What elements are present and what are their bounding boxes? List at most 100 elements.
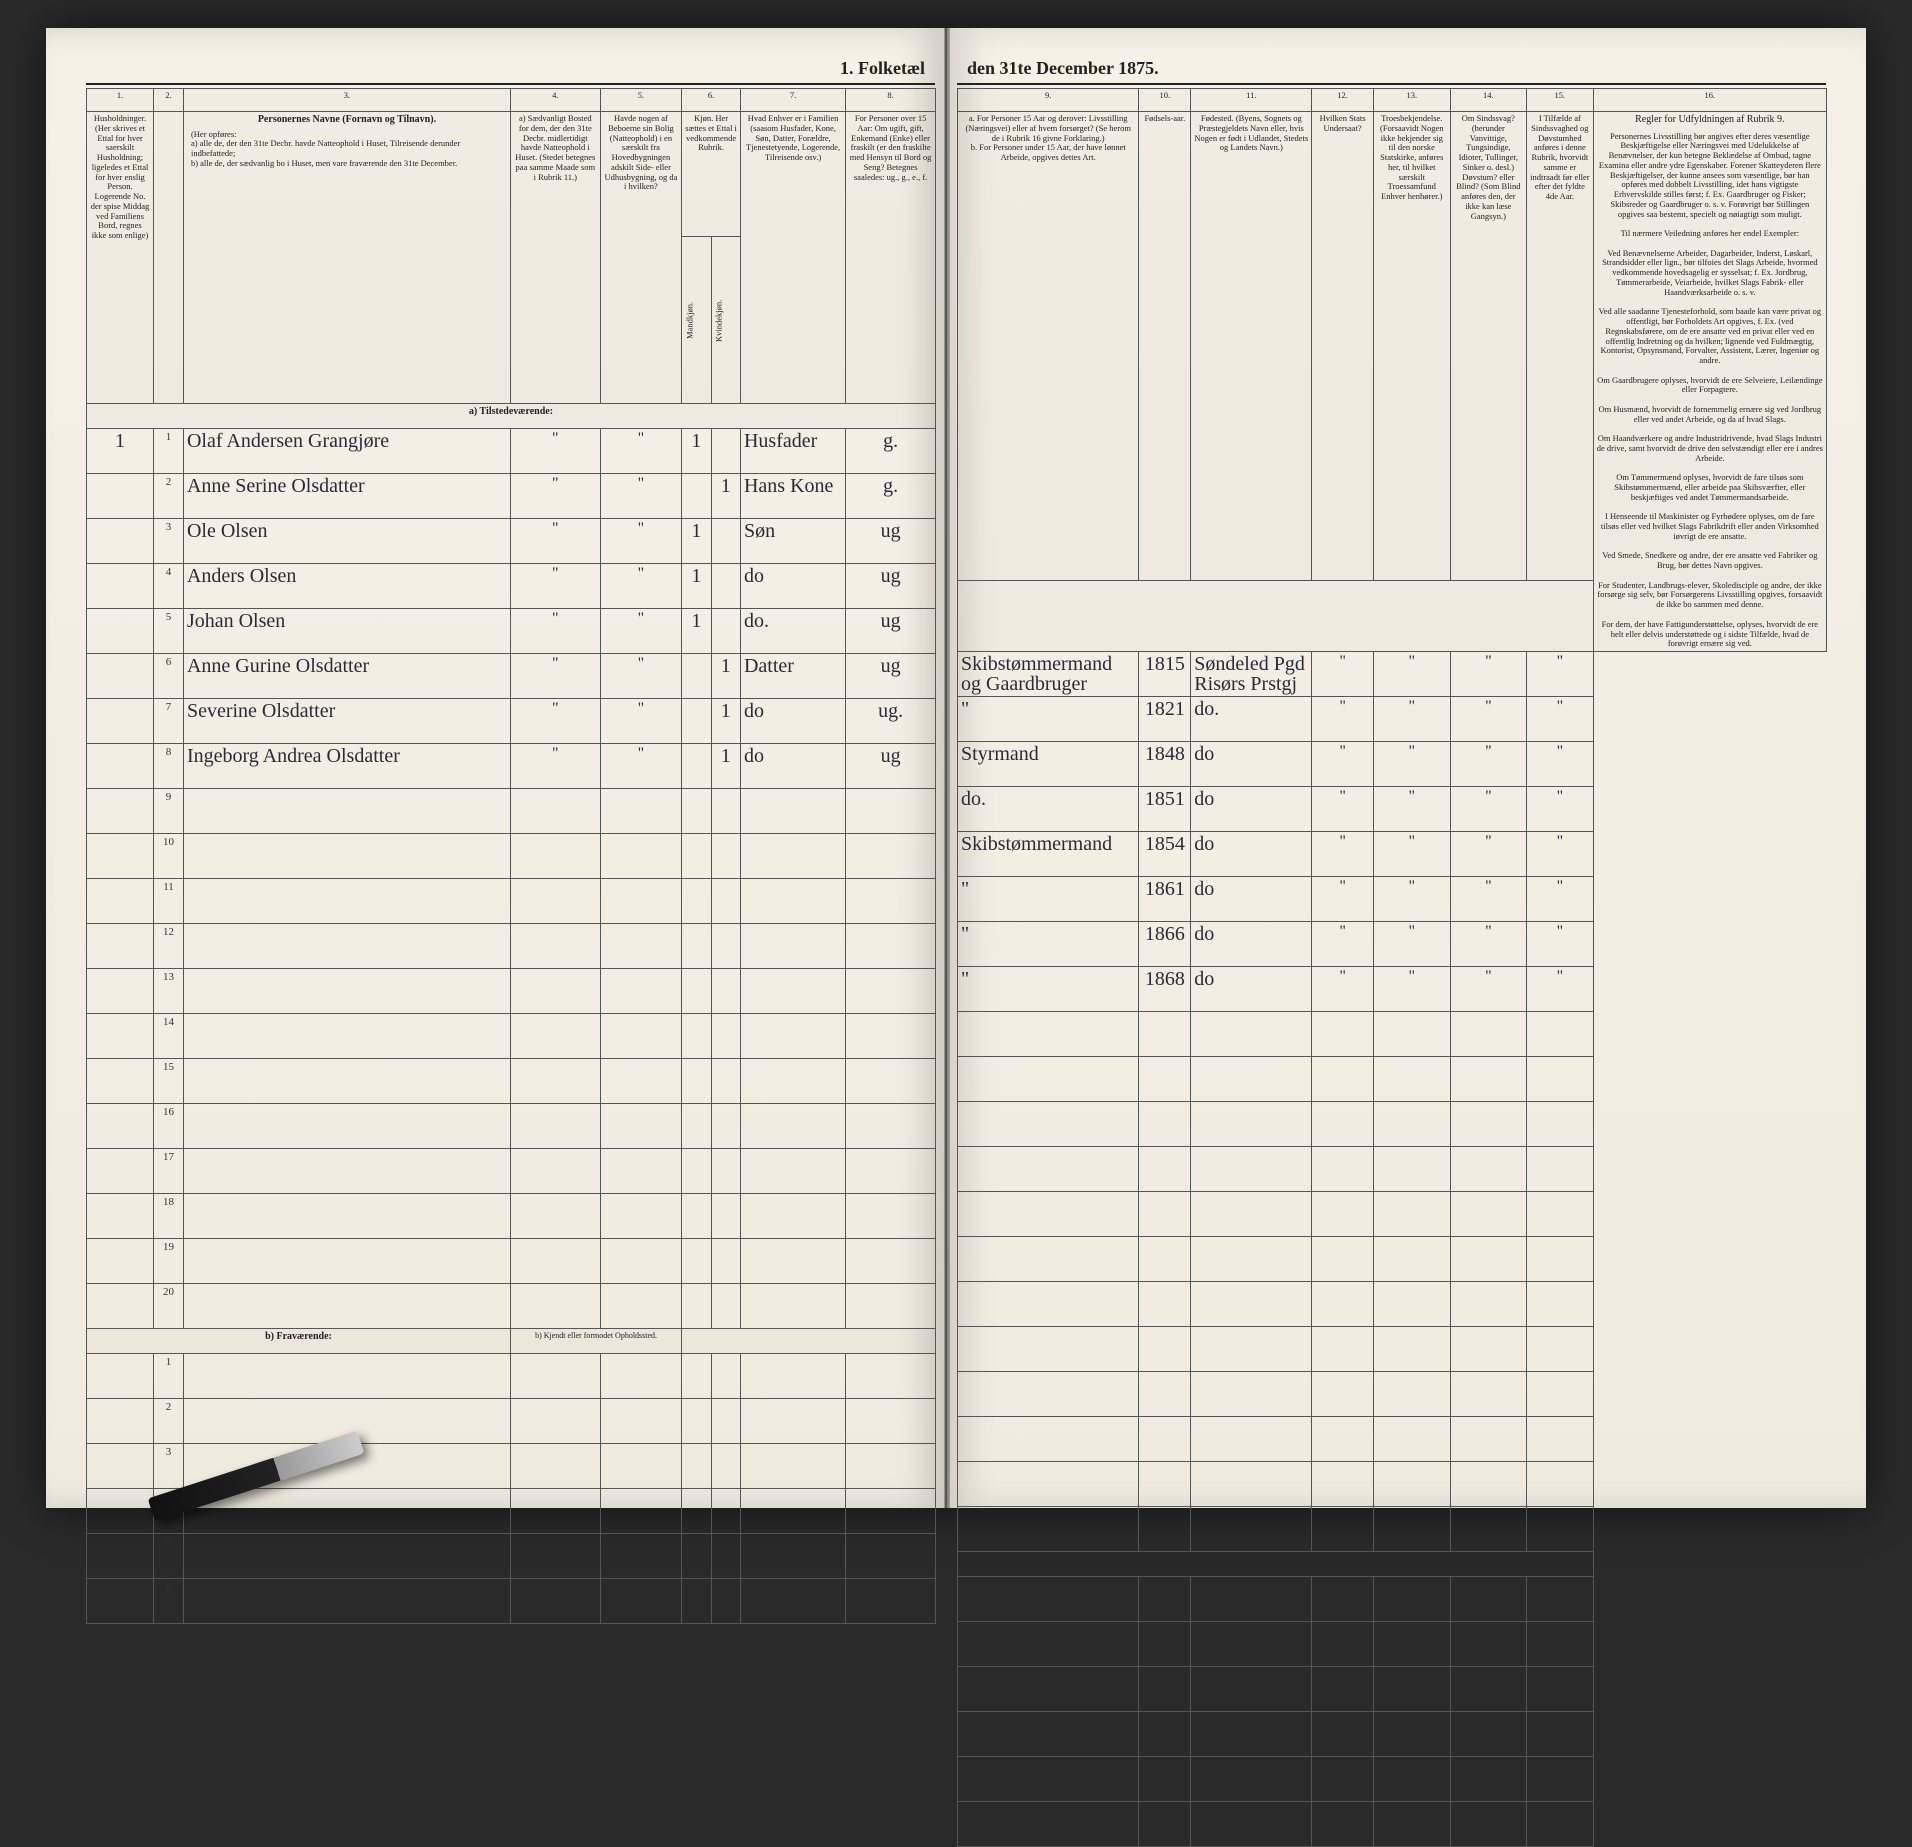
rules-body: Personernes Livsstilling bør angives eft… bbox=[1597, 132, 1823, 650]
table-row: 11Olaf Andersen Grangjøre""1Husfaderg. bbox=[87, 429, 936, 474]
header-c3: Personernes Navne (Fornavn og Tilnavn). … bbox=[183, 112, 510, 404]
table-row-empty: 20 bbox=[87, 1284, 936, 1329]
colnum: 10. bbox=[1139, 89, 1191, 112]
colnum: 13. bbox=[1373, 89, 1450, 112]
book-spine bbox=[944, 28, 950, 1508]
header-c3-body: (Her opføres: a) alle de, der den 31te D… bbox=[187, 130, 507, 169]
table-row: 8Ingeborg Andrea Olsdatter""1doug bbox=[87, 744, 936, 789]
header-c11: Fødested. (Byens, Sognets og Præstegjeld… bbox=[1191, 112, 1312, 581]
table-row: Skibstømmermand og Gaardbruger1815Søndel… bbox=[958, 652, 1827, 697]
table-row-empty: 1 bbox=[87, 1354, 936, 1399]
table-row-empty bbox=[958, 1712, 1827, 1757]
header-c7: Hvad Enhver er i Familien (saasom Husfad… bbox=[740, 112, 845, 404]
table-row: Styrmand1848do"""" bbox=[958, 742, 1827, 787]
table-row-empty: 13 bbox=[87, 969, 936, 1014]
header-c15: I Tilfælde af Sindssvaghed og Døvstumhed… bbox=[1527, 112, 1594, 581]
table-row-empty bbox=[958, 1507, 1827, 1552]
colnum: 2. bbox=[154, 89, 184, 112]
colnum: 12. bbox=[1312, 89, 1374, 112]
table-row-empty: 11 bbox=[87, 879, 936, 924]
table-row-empty: 14 bbox=[87, 1014, 936, 1059]
table-row-empty bbox=[958, 1577, 1827, 1622]
census-table-right: 9. 10. 11. 12. 13. 14. 15. 16. a. For Pe… bbox=[957, 88, 1827, 1847]
page-left: 1. Folketæl 1. 2. 3. 4. 5. 6. 7. 8. Hush… bbox=[46, 28, 947, 1508]
header-c9: a. For Personer 15 Aar og derover: Livss… bbox=[958, 112, 1139, 581]
colnum: 6. bbox=[682, 89, 741, 112]
header-c2 bbox=[154, 112, 184, 404]
colnum: 16. bbox=[1593, 89, 1826, 112]
rules-head: Regler for Udfyldningen af Rubrik 9. bbox=[1597, 114, 1823, 126]
header-c6a: Mandkjøn. bbox=[682, 237, 711, 404]
rule-line bbox=[86, 83, 935, 85]
page-right: den 31te December 1875. 9. 10. 11. 12. 1… bbox=[947, 28, 1866, 1508]
table-row: 7Severine Olsdatter""1doug. bbox=[87, 699, 936, 744]
page-title-left: 1. Folketæl bbox=[26, 58, 935, 79]
colnum: 15. bbox=[1527, 89, 1594, 112]
header-row: Husholdninger. (Her skrives et Ettal for… bbox=[87, 112, 936, 237]
table-row-empty bbox=[958, 1192, 1827, 1237]
table-row: "1868do"""" bbox=[958, 967, 1827, 1012]
section-a-label: a) Tilstedeværende: bbox=[87, 404, 936, 429]
header-c6: Kjøn. Her sættes et Ettal i vedkommende … bbox=[682, 112, 741, 237]
colnum-row: 9. 10. 11. 12. 13. 14. 15. 16. bbox=[958, 89, 1827, 112]
table-row-empty bbox=[958, 1327, 1827, 1372]
colnum: 3. bbox=[183, 89, 510, 112]
table-row-empty: 16 bbox=[87, 1104, 936, 1149]
table-row: 6Anne Gurine Olsdatter""1Datterug bbox=[87, 654, 936, 699]
table-row: 2Anne Serine Olsdatter""1Hans Koneg. bbox=[87, 474, 936, 519]
section-b-row: b) Fraværende: b) Kjendt eller formodet … bbox=[87, 1329, 936, 1354]
header-c16: Regler for Udfyldningen af Rubrik 9. Per… bbox=[1593, 112, 1826, 652]
table-row: "1866do"""" bbox=[958, 922, 1827, 967]
header-c10: Fødsels-aar. bbox=[1139, 112, 1191, 581]
colnum: 7. bbox=[740, 89, 845, 112]
header-c8: For Personer over 15 Aar: Om ugift, gift… bbox=[846, 112, 936, 404]
header-c13: Troesbekjendelse. (Forsaavidt Nogen ikke… bbox=[1373, 112, 1450, 581]
table-row-empty bbox=[958, 1012, 1827, 1057]
colnum: 11. bbox=[1191, 89, 1312, 112]
table-row-empty bbox=[958, 1282, 1827, 1327]
table-row-empty bbox=[958, 1667, 1827, 1712]
table-row-empty: 6 bbox=[87, 1579, 936, 1624]
header-c1: Husholdninger. (Her skrives et Ettal for… bbox=[87, 112, 154, 404]
table-row-empty bbox=[958, 1372, 1827, 1417]
table-row-empty: 12 bbox=[87, 924, 936, 969]
table-row-empty bbox=[958, 1237, 1827, 1282]
table-row-empty: 2 bbox=[87, 1399, 936, 1444]
header-c3-title: Personernes Navne (Fornavn og Tilnavn). bbox=[187, 114, 507, 126]
header-c14: Om Sindssvag? (herunder Vanvittige, Tung… bbox=[1450, 112, 1526, 581]
table-row-empty: 9 bbox=[87, 789, 936, 834]
colnum: 8. bbox=[846, 89, 936, 112]
table-row-empty: 15 bbox=[87, 1059, 936, 1104]
header-c4: a) Sædvanligt Bosted for dem, der den 31… bbox=[510, 112, 600, 404]
colnum: 14. bbox=[1450, 89, 1526, 112]
colnum: 4. bbox=[510, 89, 600, 112]
section-b-note: b) Kjendt eller formodet Opholdssted. bbox=[510, 1329, 681, 1354]
colnum: 1. bbox=[87, 89, 154, 112]
census-book: 1. Folketæl 1. 2. 3. 4. 5. 6. 7. 8. Hush… bbox=[46, 28, 1866, 1508]
table-row: "1821do."""" bbox=[958, 697, 1827, 742]
table-row: do.1851do"""" bbox=[958, 787, 1827, 832]
table-row-empty bbox=[958, 1462, 1827, 1507]
colnum: 5. bbox=[600, 89, 681, 112]
section-b-row-r bbox=[958, 1552, 1827, 1577]
table-row: 4Anders Olsen""1doug bbox=[87, 564, 936, 609]
colnum-row: 1. 2. 3. 4. 5. 6. 7. 8. bbox=[87, 89, 936, 112]
table-row-empty bbox=[958, 1057, 1827, 1102]
table-row-empty bbox=[958, 1802, 1827, 1847]
colnum: 9. bbox=[958, 89, 1139, 112]
table-row-empty bbox=[958, 1147, 1827, 1192]
header-c12: Hvilken Stats Undersaat? bbox=[1312, 112, 1374, 581]
table-row-empty bbox=[958, 1622, 1827, 1667]
section-a-row: a) Tilstedeværende: bbox=[87, 404, 936, 429]
header-c6b: Kvindekjøn. bbox=[711, 237, 740, 404]
table-row-empty bbox=[958, 1417, 1827, 1462]
table-row: 5Johan Olsen""1do.ug bbox=[87, 609, 936, 654]
section-b-label: b) Fraværende: bbox=[87, 1329, 511, 1354]
header-c5: Havde nogen af Beboerne sin Bolig (Natte… bbox=[600, 112, 681, 404]
table-row-empty: 19 bbox=[87, 1239, 936, 1284]
census-table-left: 1. 2. 3. 4. 5. 6. 7. 8. Husholdninger. (… bbox=[86, 88, 936, 1624]
table-row-empty bbox=[958, 1102, 1827, 1147]
table-row: 3Ole Olsen""1Sønug bbox=[87, 519, 936, 564]
table-row: "1861do"""" bbox=[958, 877, 1827, 922]
table-row-empty bbox=[958, 1757, 1827, 1802]
